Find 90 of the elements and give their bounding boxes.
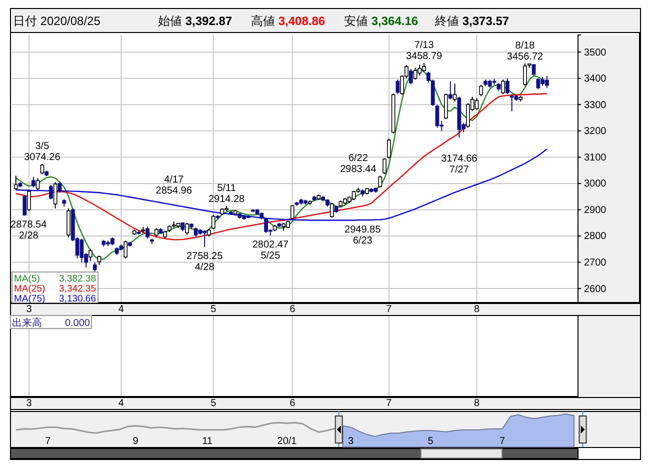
x-tick-label: 5 (428, 436, 434, 447)
y-tick-label: 3200 (584, 126, 607, 138)
candlestick (479, 84, 484, 97)
y-tick-label: 2700 (584, 257, 607, 268)
category-label: 8 (474, 398, 480, 410)
text: 始値 3,392.87 (158, 14, 232, 28)
text: MA(5) (14, 274, 40, 284)
candlestick (536, 78, 540, 90)
y-tick-label: 2800 (584, 231, 607, 242)
y-tick-label: 2600 (584, 284, 607, 295)
x-tick-label: 9 (132, 436, 139, 447)
y-tick-label: 3300 (584, 100, 607, 111)
text: 高値 3,408.86 (251, 14, 326, 28)
candlestick (22, 194, 27, 216)
line-series (15, 148, 548, 221)
y-tick-label: 2900 (584, 204, 607, 216)
x-tick-label: 5 (210, 304, 217, 316)
annotation: 3174.66 7/27 (441, 154, 478, 176)
x-tick-label: 4 (118, 304, 124, 316)
candlestick (211, 214, 216, 230)
candlestick (532, 63, 536, 76)
candlestick (452, 83, 457, 102)
annotation: 3,382.38 (59, 274, 96, 284)
y-tick-label: 3400 (584, 74, 607, 85)
candlestick (92, 262, 97, 272)
annotation: 5/11 2914.28 (208, 182, 246, 205)
category-label: 6 (290, 398, 296, 410)
candlestick (202, 230, 207, 248)
candlestick (408, 68, 413, 85)
candlestick (378, 175, 382, 188)
y-tick-label: 3100 (584, 152, 607, 164)
candlestick (58, 180, 62, 194)
annotation: 7/13 3458.79 (406, 40, 443, 62)
candlestick (97, 255, 102, 266)
text: MA(75) (14, 294, 46, 304)
x-tick-label: 3 (26, 304, 32, 316)
annotation: 2949.85 6/23 (344, 224, 382, 247)
candlestick (382, 158, 386, 174)
x-tick-label: 7 (45, 436, 52, 447)
category-label: 4 (118, 398, 124, 410)
candlestick (510, 94, 514, 112)
annotation: 3,342.35 (59, 284, 96, 294)
x-tick-label: 7 (386, 304, 392, 316)
text: 終値 3,373.57 (434, 14, 510, 28)
annotation: 6/22 2983.44 (340, 152, 377, 175)
text: 日付 2020/08/25 (13, 14, 101, 28)
candlestick (49, 184, 53, 200)
candlestick (330, 202, 334, 218)
candlestick (40, 163, 44, 175)
candlestick (413, 67, 418, 80)
candlestick (387, 138, 391, 159)
candlestick (185, 222, 189, 236)
candlestick (80, 238, 84, 263)
annotation: 8/18 3456.72 (506, 40, 544, 62)
candlestick (501, 79, 505, 95)
annotation: 3/5 3074.26 (24, 140, 61, 163)
candlestick (36, 178, 40, 191)
text: 安値 3,364.16 (344, 14, 418, 28)
candlestick (418, 64, 422, 76)
candlestick (53, 182, 58, 209)
x-tick-label: 20/1 (277, 436, 298, 447)
x-tick-label: 11 (202, 436, 213, 447)
candlestick (88, 248, 92, 262)
candlestick (474, 98, 479, 110)
annotation: 4/17 2854.96 (156, 174, 192, 197)
x-tick-label: 7 (499, 436, 506, 447)
candlestick (27, 190, 31, 212)
candlestick (14, 175, 18, 191)
candlestick (290, 204, 294, 220)
candlestick (523, 62, 527, 86)
x-tick-label: 8 (474, 304, 480, 316)
text: MA(25) (14, 284, 46, 294)
y-tick-label: 3500 (584, 47, 607, 58)
annotation: 2878.54 2/28 (10, 219, 48, 242)
x-tick-label: 6 (290, 304, 296, 316)
candlestick (444, 93, 448, 120)
candlestick (448, 80, 452, 100)
candlestick (146, 226, 150, 240)
x-tick-label: 3 (348, 436, 354, 447)
category-label: 5 (210, 398, 216, 410)
category-label: 7 (386, 398, 392, 410)
y-tick-label: 3000 (584, 178, 607, 190)
candlestick (31, 176, 36, 188)
annotation: 2758.25 4/28 (186, 250, 224, 273)
volume-panel: 出来高 0.000 (10, 315, 640, 398)
category-label: 3 (26, 398, 32, 410)
candlestick (124, 240, 128, 259)
annotation: 3,130.66 (59, 294, 96, 304)
candlestick (506, 78, 510, 95)
annotation: 2802.47 5/25 (252, 239, 289, 262)
